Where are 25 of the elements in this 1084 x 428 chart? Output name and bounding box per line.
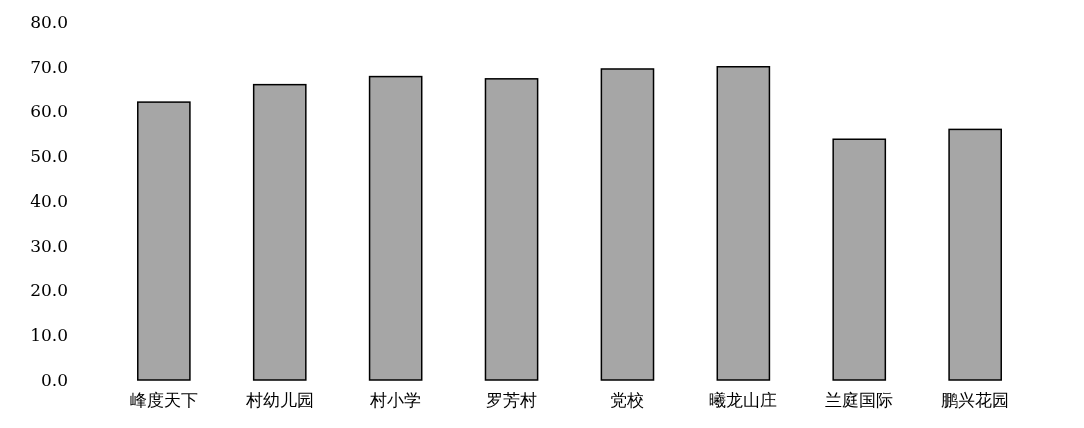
- x-tick-label: 党校: [610, 390, 645, 410]
- bar: [252, 83, 307, 381]
- y-tick-label: 70.0: [30, 56, 68, 77]
- x-tick-label: 罗芳村: [486, 390, 538, 410]
- y-tick-label: 50.0: [30, 146, 68, 167]
- y-tick-label: 60.0: [30, 101, 68, 122]
- y-tick-label: 30.0: [30, 235, 68, 256]
- y-tick-label: 80.0: [30, 11, 68, 32]
- bar: [137, 101, 191, 381]
- bar: [948, 128, 1002, 381]
- x-tick-label: 兰庭国际: [825, 390, 894, 410]
- x-tick-label: 鹏兴花园: [941, 390, 1010, 410]
- bar: [484, 78, 539, 381]
- x-tick-label: 曦龙山庄: [709, 390, 778, 410]
- y-tick-label: 10.0: [30, 325, 68, 346]
- y-tick-label: 20.0: [30, 280, 68, 301]
- y-tick-label: 0.0: [40, 369, 68, 390]
- x-tick-label: 村小学: [369, 390, 422, 410]
- bar: [368, 75, 423, 381]
- bar: [716, 66, 771, 381]
- x-tick-label: 村幼儿园: [244, 390, 314, 410]
- bar: [832, 138, 887, 381]
- x-tick-label: 峰度天下: [129, 390, 198, 410]
- bar: [600, 68, 655, 381]
- y-tick-label: 40.0: [30, 190, 68, 211]
